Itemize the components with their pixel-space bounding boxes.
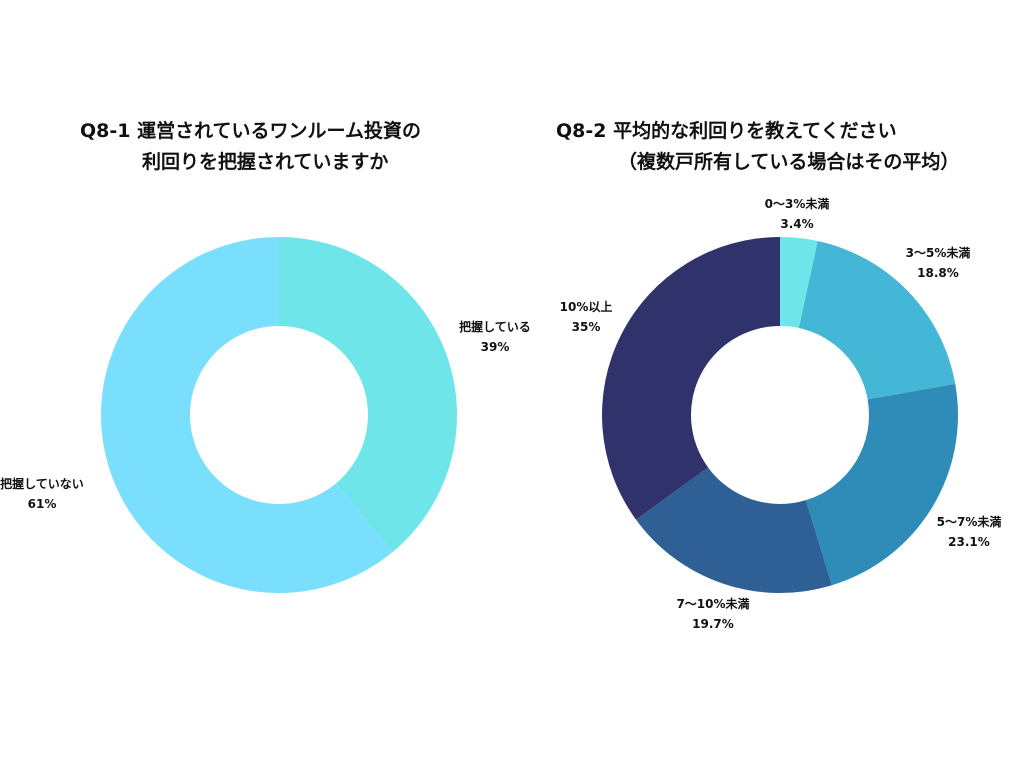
chart1-slice-0-label: 把握している (459, 319, 531, 334)
chart2-slice-4-label: 10%以上 (560, 299, 613, 314)
chart2-slice-4 (602, 237, 780, 520)
chart2-slice-4-value-label: 35% (572, 320, 601, 334)
chart1-slice-1 (100, 237, 393, 593)
chart2-slice-1 (798, 241, 956, 400)
chart1-slice-0-value-label: 39% (481, 340, 510, 354)
chart2-slice-3 (635, 467, 832, 593)
chart2-slice-0-value-label: 3.4% (780, 217, 813, 231)
chart2-slice-0-label: 0〜3%未満 (765, 196, 830, 211)
chart1-slice-0 (279, 237, 457, 553)
chart2-title-line1: Q8-2 平均的な利回りを教えてください (556, 120, 897, 142)
donut-chart-yield: 0〜3%未満 3.4% 3〜5%未満 18.8% 5〜7%未満 23.1% 7〜10%未満 1… (560, 196, 1002, 631)
chart2-title: Q8-2 平均的な利回りを教えてください （複数戸所有している場合はその平均） (556, 116, 959, 178)
chart1-slice-1-label: 把握していない (0, 476, 84, 491)
chart2-slice-2-value-label: 23.1% (948, 535, 990, 549)
donut-chart-awareness: 把握している 39% 把握していない 61% (0, 237, 531, 593)
chart2-slice-3-label: 7〜10%未満 (676, 596, 749, 611)
chart2-slice-2 (805, 383, 958, 586)
chart2-slice-1-value-label: 18.8% (917, 266, 959, 280)
chart2-slice-0 (780, 237, 818, 329)
chart2-slice-3-value-label: 19.7% (692, 617, 734, 631)
chart1-slice-1-value-label: 61% (28, 497, 57, 511)
chart2-title-line2: （複数戸所有している場合はその平均） (618, 151, 960, 173)
chart2-slice-1-label: 3〜5%未満 (906, 245, 971, 260)
chart1-title-line2: 利回りを把握されていますか (142, 151, 389, 173)
chart1-title-line1: Q8-1 運営されているワンルーム投資の (80, 120, 421, 142)
chart1-title: Q8-1 運営されているワンルーム投資の 利回りを把握されていますか (80, 116, 421, 178)
chart2-slice-2-label: 5〜7%未満 (937, 514, 1002, 529)
